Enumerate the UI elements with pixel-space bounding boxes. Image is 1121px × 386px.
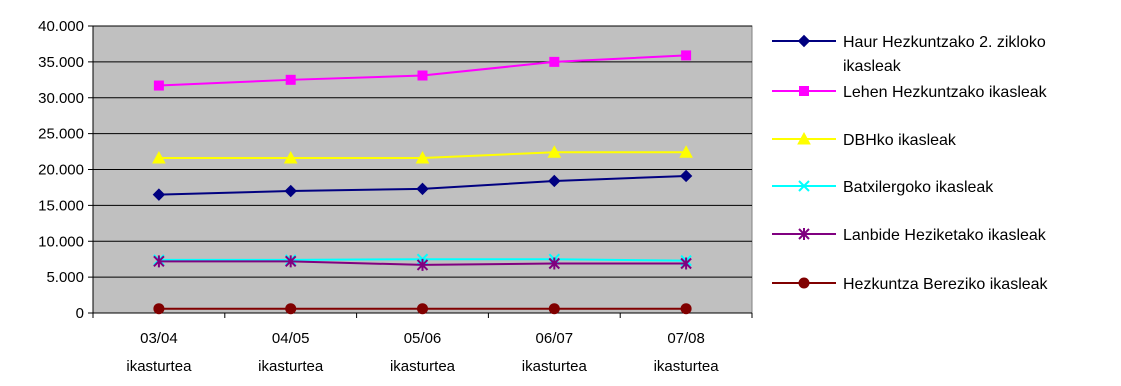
data-point xyxy=(416,182,429,196)
data-point xyxy=(417,303,428,315)
data-point xyxy=(680,257,692,270)
y-tick-label: 15.000 xyxy=(38,197,84,214)
data-point xyxy=(548,257,561,270)
legend-item: DBHko ikasleak xyxy=(772,131,957,149)
series-6 xyxy=(153,303,692,315)
y-tick-label: 35.000 xyxy=(38,54,84,71)
x-tick-label: 07/08 ikasturtea xyxy=(654,330,720,375)
series-lines xyxy=(152,50,693,315)
data-point xyxy=(152,150,166,164)
legend-label: Haur Hezkuntzako 2. zikloko ikasleak xyxy=(843,34,1046,75)
legend-label: Hezkuntza Bereziko ikasleak xyxy=(843,276,1049,293)
x-tick-label: 05/06 ikasturtea xyxy=(390,330,456,375)
legend-item: Batxilergoko ikasleak xyxy=(772,179,994,196)
data-point xyxy=(679,169,693,183)
x-tick-label: 04/05 ikasturtea xyxy=(258,330,324,375)
legend-label: DBHko ikasleak xyxy=(843,132,957,149)
data-point xyxy=(679,145,693,158)
legend-item: Hezkuntza Bereziko ikasleak xyxy=(772,276,1049,293)
data-point xyxy=(547,145,562,158)
data-point xyxy=(681,50,692,61)
series-1 xyxy=(152,169,693,201)
data-point xyxy=(680,303,692,315)
legend-marker xyxy=(797,131,811,145)
y-tick-label: 5.000 xyxy=(46,269,84,286)
legend: Haur Hezkuntzako 2. zikloko ikasleak Lehen… xyxy=(772,34,1049,293)
data-point xyxy=(153,80,164,91)
data-point xyxy=(153,255,165,268)
legend-marker xyxy=(799,86,809,96)
legend-item: Lehen Hezkuntzako ikasleak xyxy=(772,84,1048,101)
y-tick-label: 30.000 xyxy=(38,90,84,107)
y-tick-label: 10.000 xyxy=(38,233,84,250)
legend-item: Lanbide Heziketako ikasleak xyxy=(772,227,1047,244)
y-tick-label: 40.000 xyxy=(38,18,84,35)
series-2 xyxy=(153,50,692,91)
legend-marker xyxy=(798,277,810,289)
data-point xyxy=(152,188,166,201)
y-tick-label: 20.000 xyxy=(38,162,84,179)
legend-item: Haur Hezkuntzako 2. zikloko ikasleak xyxy=(772,34,1046,75)
axes: 0 5.000 10.000 15.000 20.000 25.000 30.000 35.0… xyxy=(38,18,753,375)
legend-label: Lanbide Heziketako ikasleak xyxy=(843,227,1047,244)
data-point xyxy=(415,150,430,164)
y-tick-label: 0 xyxy=(76,305,84,322)
data-point xyxy=(548,174,561,188)
x-tick-label: 06/07 ikasturtea xyxy=(522,330,588,375)
series-3 xyxy=(152,145,693,164)
data-point xyxy=(284,255,297,268)
y-tick-label: 25.000 xyxy=(38,126,84,143)
legend-label: Lehen Hezkuntzako ikasleak xyxy=(843,84,1048,101)
data-point xyxy=(284,184,297,198)
data-point xyxy=(285,74,296,85)
data-point xyxy=(153,303,165,315)
legend-marker xyxy=(798,180,810,192)
legend-marker xyxy=(798,228,810,240)
legend-marker xyxy=(797,34,811,48)
data-point xyxy=(285,303,297,315)
series-5 xyxy=(153,255,692,271)
data-point xyxy=(549,56,560,67)
data-point xyxy=(283,150,298,164)
data-point xyxy=(417,70,428,81)
x-tick-label: 03/04 ikasturtea xyxy=(126,330,192,375)
data-point xyxy=(416,258,429,271)
data-point xyxy=(548,303,560,315)
gridlines xyxy=(93,25,752,278)
legend-label: Batxilergoko ikasleak xyxy=(843,179,994,196)
